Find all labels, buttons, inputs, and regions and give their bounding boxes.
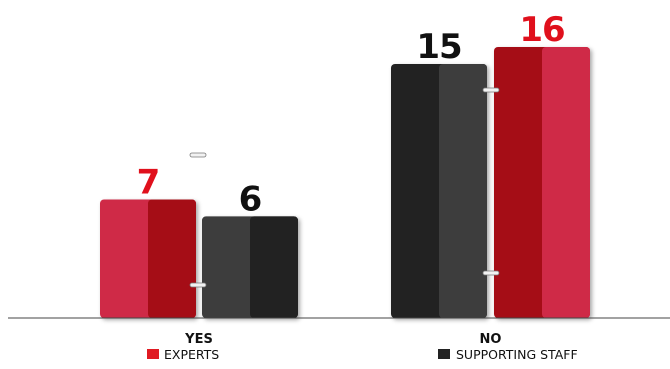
bar-supporting-staff-yes xyxy=(202,216,298,318)
binder-clip xyxy=(189,282,207,288)
binder-clip xyxy=(482,270,500,276)
value-label-experts-yes: 7 xyxy=(137,162,160,202)
bar-experts-no xyxy=(494,47,590,318)
bar-right-face xyxy=(250,216,298,318)
legend-swatch-supporting-staff xyxy=(438,349,450,359)
bar-right-face xyxy=(542,47,590,318)
bar-right-face xyxy=(148,199,196,318)
value-label-supporting-staff-no: 15 xyxy=(416,27,461,67)
category-label-yes: YES xyxy=(184,332,213,347)
legend-swatch-experts xyxy=(147,349,159,359)
value-label-experts-no: 16 xyxy=(519,10,564,50)
legend-label-supporting-staff: SUPPORTING STAFF xyxy=(456,347,578,362)
binder-clip xyxy=(189,152,207,158)
binder-clip xyxy=(482,87,500,93)
bar-experts-yes xyxy=(100,199,196,318)
legend-label-experts: EXPERTS xyxy=(164,347,219,362)
value-label-supporting-staff-yes: 6 xyxy=(239,179,262,219)
bar-supporting-staff-no xyxy=(391,63,487,318)
bar-right-face xyxy=(439,63,487,318)
category-label-no: NO xyxy=(480,332,502,347)
bars-group: 7 6 15 16 xyxy=(100,10,590,318)
